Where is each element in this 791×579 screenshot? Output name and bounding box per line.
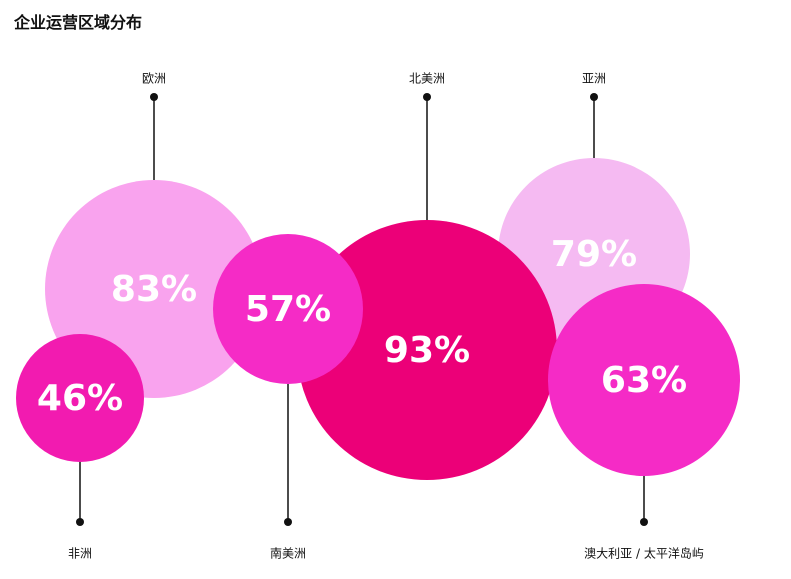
region-label: 澳大利亚 / 太平洋岛屿 — [584, 546, 704, 561]
region-label: 北美洲 — [409, 72, 445, 86]
value-label: 79% — [551, 234, 637, 275]
leader-lines — [76, 93, 648, 526]
leader-dot — [640, 518, 648, 526]
region-label: 亚洲 — [582, 72, 606, 86]
value-label: 63% — [601, 360, 687, 401]
bubble — [16, 334, 144, 462]
value-label: 57% — [245, 289, 331, 330]
region-label: 南美洲 — [270, 546, 306, 561]
leader-dot — [76, 518, 84, 526]
bubble — [548, 284, 740, 476]
bubble — [297, 220, 557, 480]
value-labels: 83% 79% 93% 57% 46% 63% — [37, 234, 687, 419]
region-label: 欧洲 — [142, 72, 166, 86]
value-label: 46% — [37, 378, 123, 419]
chart-title: 企业运营区域分布 — [14, 13, 143, 32]
bubble — [213, 234, 363, 384]
leader-dot — [284, 518, 292, 526]
region-label: 非洲 — [68, 547, 92, 561]
leader-dot — [423, 93, 431, 101]
leader-dot — [590, 93, 598, 101]
value-label: 93% — [384, 330, 470, 371]
value-label: 83% — [111, 269, 197, 310]
bubbles — [16, 158, 740, 480]
leader-dot — [150, 93, 158, 101]
